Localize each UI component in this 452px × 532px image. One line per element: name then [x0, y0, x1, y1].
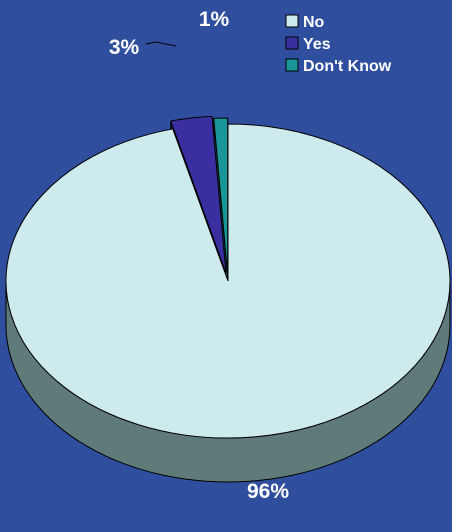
legend-swatch-yes: [285, 36, 299, 50]
legend-label-don-t-know: Don't Know: [303, 58, 392, 75]
legend-label-no: No: [303, 14, 325, 31]
legend-label-yes: Yes: [303, 36, 331, 53]
pie-slice-don-t-know: [213, 117, 229, 276]
data-label-yes: 3%: [109, 36, 140, 59]
data-label-don-t-know: 1%: [199, 8, 230, 31]
data-label-no: 96%: [247, 480, 289, 503]
pie-slice-no: [5, 123, 451, 439]
leader-line-yes: [145, 41, 177, 47]
legend-swatch-don-t-know: [285, 58, 299, 72]
pie-slice-yes: [170, 115, 227, 274]
legend-swatch-no: [285, 14, 299, 28]
